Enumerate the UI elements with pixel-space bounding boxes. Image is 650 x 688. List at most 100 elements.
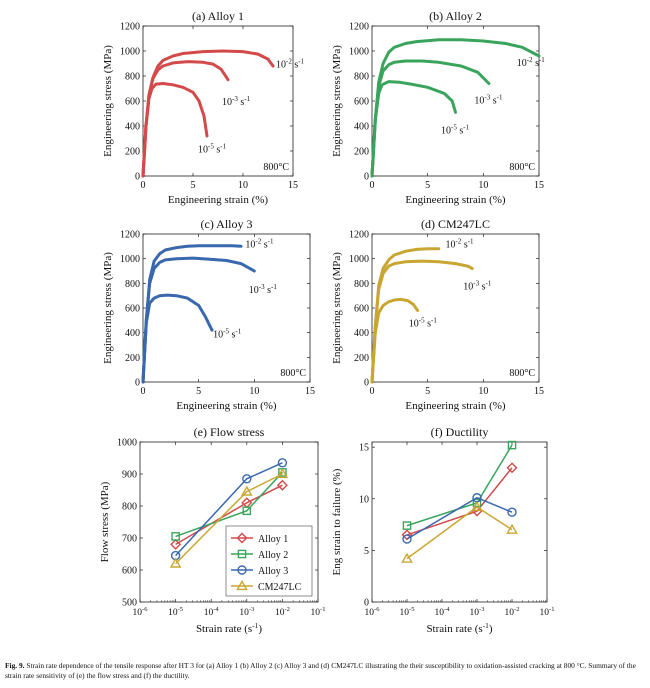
y-tick-label: 10 bbox=[359, 494, 369, 505]
x-tick-label: 5 bbox=[425, 180, 430, 191]
x-axis-label: Strain rate (s-1) bbox=[196, 621, 262, 635]
plot-frame bbox=[142, 233, 311, 383]
panel-title: (f) Ductility bbox=[431, 425, 489, 439]
rate-label-10-2-s-1: 10-2 s-1 bbox=[445, 238, 474, 251]
chart-panel-f: 10-6 10-5 10-4 10-3 10-2 10-1 0 5 10 15 (f) Ductil… bbox=[331, 425, 554, 635]
y-tick-label: 1200 bbox=[349, 22, 369, 33]
x-tick-label: 10 bbox=[238, 180, 248, 191]
data-point-cm247lc bbox=[169, 557, 182, 568]
data-point-cm247lc bbox=[240, 485, 253, 496]
chart-panel-b: 0 5 10 15 0 200 400 600 800 1000 1200 (b) Alloy 2 En… bbox=[331, 9, 545, 206]
y-tick-label: 400 bbox=[354, 122, 369, 133]
data-point-cm247lc bbox=[276, 467, 289, 479]
rate-label-10-5-s-1: 10-5 s-1 bbox=[441, 124, 470, 137]
y-tick-label: 800 bbox=[125, 279, 140, 290]
y-tick-label: 0 bbox=[135, 378, 140, 389]
x-tick-label: 10-1 bbox=[540, 606, 555, 618]
curve-10-3-s-1 bbox=[141, 60, 230, 178]
rate-label-10-2-s-1: 10-2 s-1 bbox=[517, 56, 546, 69]
x-tick-label: 10 bbox=[478, 180, 488, 191]
series-line-alloy3 bbox=[175, 462, 283, 557]
x-tick-label: 10-2 bbox=[275, 606, 290, 618]
x-tick-label: 0 bbox=[141, 386, 146, 397]
curve-10-5-s-1 bbox=[141, 82, 209, 178]
y-tick-label: 0 bbox=[364, 598, 369, 609]
x-tick-label: 10-1 bbox=[311, 606, 326, 618]
rate-label-10-5-s-1: 10-5 s-1 bbox=[198, 142, 227, 155]
y-axis-label: Engineering stress (MPa) bbox=[102, 45, 114, 157]
rate-label-10-3-s-1: 10-3 s-1 bbox=[474, 94, 503, 107]
series-line-cm247lc bbox=[406, 506, 513, 560]
y-tick-label: 600 bbox=[125, 97, 140, 108]
data-point-alloy3 bbox=[507, 507, 517, 517]
y-tick-label: 200 bbox=[125, 353, 140, 364]
x-tick-label: 10-4 bbox=[204, 606, 220, 618]
x-tick-label: 5 bbox=[196, 386, 201, 397]
y-tick-label: 400 bbox=[125, 328, 140, 339]
x-tick-label: 10-5 bbox=[400, 606, 415, 618]
data-point-alloy2 bbox=[242, 506, 252, 516]
y-tick-label: 1000 bbox=[117, 438, 137, 449]
rate-label-10-3-s-1: 10-3 s-1 bbox=[222, 95, 251, 108]
x-axis-label: Engineering strain (%) bbox=[405, 400, 506, 412]
legend-entry-alloy-1: Alloy 1 bbox=[258, 534, 288, 545]
x-tick-label: 5 bbox=[425, 386, 430, 397]
y-tick-label: 0 bbox=[135, 172, 140, 183]
y-tick-label: 600 bbox=[125, 304, 140, 315]
x-tick-label: 10-6 bbox=[133, 606, 149, 618]
y-tick-label: 600 bbox=[122, 566, 137, 577]
y-tick-label: 1000 bbox=[120, 254, 140, 265]
x-tick-label: 10-3 bbox=[470, 606, 485, 618]
series-line-cm247lc bbox=[175, 473, 283, 565]
y-tick-label: 200 bbox=[354, 147, 369, 158]
rate-label-10-3-s-1: 10-3 s-1 bbox=[463, 280, 492, 293]
x-tick-label: 10-4 bbox=[435, 606, 451, 618]
y-tick-label: 900 bbox=[122, 470, 137, 481]
x-tick-label: 10-6 bbox=[365, 606, 381, 618]
series-line-alloy2 bbox=[406, 444, 513, 527]
legend-marker-cm247lc bbox=[236, 579, 248, 591]
x-axis-label: Engineering strain (%) bbox=[176, 400, 277, 412]
y-tick-label: 1000 bbox=[349, 47, 369, 58]
x-tick-label: 15 bbox=[305, 386, 315, 397]
y-tick-label: 800 bbox=[122, 502, 137, 513]
panel-title: (e) Flow stress bbox=[194, 425, 265, 439]
y-axis-label: Flow stress (MPa) bbox=[99, 481, 111, 562]
rate-label-10-3-s-1: 10-3 s-1 bbox=[249, 283, 278, 296]
y-tick-label: 1200 bbox=[120, 230, 140, 241]
series-line-alloy2 bbox=[175, 471, 283, 538]
y-tick-label: 1200 bbox=[120, 22, 140, 33]
chart-panel-c: 0 5 10 15 0 200 400 600 800 1000 1200 (c) Alloy 3 En… bbox=[102, 217, 315, 412]
x-tick-label: 0 bbox=[141, 180, 146, 191]
data-point-alloy2 bbox=[171, 532, 180, 541]
y-tick-label: 200 bbox=[354, 353, 369, 364]
y-tick-label: 600 bbox=[354, 304, 369, 315]
y-tick-label: 1200 bbox=[349, 230, 369, 241]
data-point-alloy1 bbox=[506, 462, 518, 474]
y-tick-label: 800 bbox=[125, 72, 140, 83]
y-tick-label: 0 bbox=[364, 378, 369, 389]
data-point-alloy3 bbox=[277, 458, 288, 468]
panel-title: (b) Alloy 2 bbox=[429, 9, 482, 23]
x-tick-label: 15 bbox=[534, 180, 544, 191]
legend-marker-alloy-3 bbox=[237, 565, 247, 575]
legend-entry-alloy-3: Alloy 3 bbox=[258, 566, 288, 577]
panel-title: (c) Alloy 3 bbox=[201, 217, 253, 231]
curve-10-2-s-1 bbox=[370, 247, 441, 384]
y-tick-label: 5 bbox=[364, 546, 369, 557]
legend-entry-alloy-2: Alloy 2 bbox=[258, 550, 288, 561]
y-tick-label: 400 bbox=[125, 122, 140, 133]
y-axis-label: Engineering stress (MPa) bbox=[331, 252, 343, 364]
y-tick-label: 200 bbox=[125, 147, 140, 158]
caption-label: Fig. 9. bbox=[5, 661, 25, 670]
data-point-alloy3 bbox=[402, 534, 412, 544]
data-point-alloy1 bbox=[276, 479, 288, 491]
y-tick-label: 500 bbox=[122, 598, 137, 609]
data-point-alloy1 bbox=[170, 538, 182, 550]
y-tick-label: 800 bbox=[354, 72, 369, 83]
data-point-cm247lc bbox=[401, 552, 413, 563]
y-tick-label: 800 bbox=[354, 279, 369, 290]
chart-panel-d: 0 5 10 15 0 200 400 600 800 1000 1200 (d) CM247LC En… bbox=[331, 217, 544, 412]
plot-frame bbox=[139, 441, 319, 603]
